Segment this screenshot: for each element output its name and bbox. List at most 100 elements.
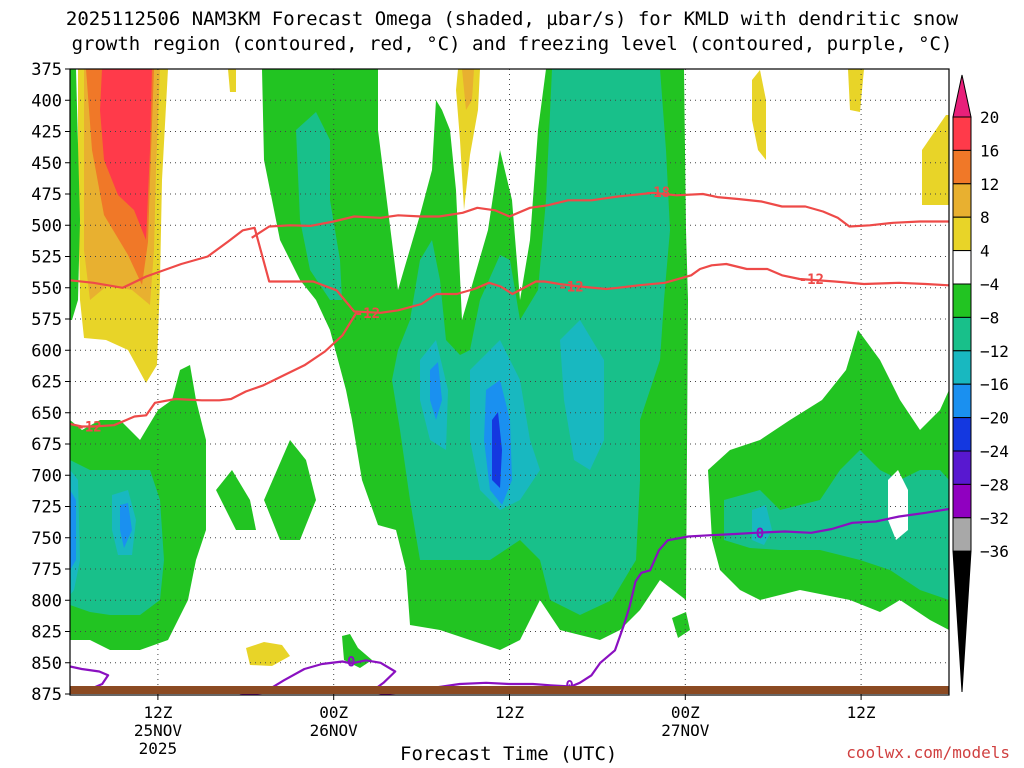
colorbar-band (952, 216, 972, 252)
omega-shading (70, 69, 949, 668)
colorbar-label: 20 (980, 108, 999, 127)
colorbar-label: 8 (980, 208, 990, 227)
omega-region-blue-left (120, 503, 132, 548)
omega-region-green-small-b (264, 440, 316, 540)
y-tick-label: 800 (31, 591, 62, 611)
dgz-minus-12-low (70, 310, 359, 428)
y-tick-label: 825 (31, 623, 62, 643)
omega-region-teal-b (392, 69, 670, 615)
colorbar-label: 4 (980, 242, 990, 261)
y-tick-label: 725 (31, 498, 62, 518)
y-tick-label: 850 (31, 654, 62, 674)
omega-region-yellow-5 (848, 69, 864, 112)
colorbar-label: −4 (980, 275, 999, 294)
colorbar-label: −8 (980, 308, 999, 327)
y-tick-label: 550 (31, 279, 62, 299)
x-tick-label: 12Z (495, 703, 524, 722)
colorbar-label: −12 (980, 342, 1009, 361)
y-axis: 375 400 425 450 475 500 525 550 575 600 625 650 675 7… (31, 60, 70, 705)
x-tick-label: 26NOV (310, 721, 359, 740)
colorbar-label: −32 (980, 509, 1009, 528)
omega-region-teal-a (296, 112, 342, 300)
colorbar-band (952, 517, 972, 552)
colorbar-band (952, 250, 972, 285)
credit-text[interactable]: coolwx.com/models (846, 743, 1010, 762)
y-tick-label: 450 (31, 154, 62, 174)
terrain-strip (70, 686, 949, 694)
y-tick-label: 475 (31, 185, 62, 205)
omega-region-yellow-7 (246, 642, 290, 666)
colorbar-band (952, 417, 972, 452)
omega-region-blue-b (430, 362, 442, 420)
colorbar-label: −24 (980, 442, 1009, 461)
contour-label: 0 (347, 655, 355, 671)
colorbar-band (952, 450, 972, 485)
colorbar: 20 16 12 8 4 −4 −8 −12 −16 −20 −24 −28 −32 −36 (952, 74, 1009, 693)
y-tick-label: 375 (31, 60, 62, 80)
colorbar-label: 16 (980, 141, 999, 160)
colorbar-band (952, 116, 972, 151)
x-axis-title: Forecast Time (UTC) (400, 743, 618, 765)
colorbar-bottom-arrow (952, 550, 972, 693)
omega-region-darkblue (492, 412, 502, 488)
contour-label: -12 (799, 272, 824, 288)
colorbar-band (952, 283, 972, 318)
omega-region-yellow-6 (922, 115, 949, 205)
y-tick-label: 700 (31, 466, 62, 486)
x-tick-label: 12Z (143, 703, 172, 722)
colorbar-label: −28 (980, 475, 1009, 494)
y-tick-label: 525 (31, 248, 62, 268)
dgz-minus-12 (70, 226, 949, 314)
y-tick-label: 750 (31, 529, 62, 549)
y-tick-label: 675 (31, 435, 62, 455)
colorbar-label: 12 (980, 175, 999, 194)
omega-region-cyan-c (560, 320, 604, 470)
x-tick-label: 00Z (319, 703, 348, 722)
x-tick-label: 25NOV (134, 721, 183, 740)
x-tick-label: 27NOV (661, 721, 710, 740)
contour-label: -12 (76, 420, 101, 436)
omega-region-green-small-a (216, 470, 256, 530)
freezing-level-b (239, 507, 949, 695)
omega-region-red (100, 69, 152, 240)
omega-region-yellow-4 (752, 70, 766, 160)
grid (70, 69, 949, 694)
colorbar-band (952, 383, 972, 419)
contour-label: -12 (355, 306, 380, 322)
dgz-minus-18 (251, 191, 949, 239)
contour-label: -18 (645, 185, 670, 201)
omega-region-blue-left2 (70, 490, 76, 570)
contour-layer (70, 191, 949, 695)
contour-label: -12 (558, 280, 583, 296)
contour-label: 0 (756, 526, 764, 542)
colorbar-band (952, 483, 972, 519)
x-tick-label: 12Z (847, 703, 876, 722)
colorbar-band (952, 350, 972, 385)
y-tick-label: 600 (31, 341, 62, 361)
chart-title-line2: growth region (contoured, red, °C) and f… (71, 33, 953, 55)
colorbar-label: −36 (980, 542, 1009, 561)
omega-region-green-small-d (672, 612, 690, 638)
y-tick-label: 400 (31, 91, 62, 111)
x-tick-label: 00Z (671, 703, 700, 722)
colorbar-label: −20 (980, 409, 1009, 428)
omega-region-yellow-2 (228, 69, 236, 92)
colorbar-band (952, 183, 972, 218)
omega-region-yellow-3 (456, 69, 480, 210)
y-tick-label: 875 (31, 685, 62, 705)
colorbar-label: −16 (980, 375, 1009, 394)
y-tick-label: 775 (31, 560, 62, 580)
y-tick-label: 650 (31, 404, 62, 424)
y-tick-label: 575 (31, 310, 62, 330)
colorbar-band (952, 316, 972, 352)
y-tick-label: 625 (31, 373, 62, 393)
colorbar-band (952, 149, 972, 185)
omega-region-hole (888, 470, 908, 540)
x-tick-label: 2025 (139, 739, 178, 758)
y-tick-label: 500 (31, 216, 62, 236)
chart-title-line1: 2025112506 NAM3KM Forecast Omega (shaded… (65, 8, 959, 30)
omega-region-cyan-right (752, 505, 772, 545)
